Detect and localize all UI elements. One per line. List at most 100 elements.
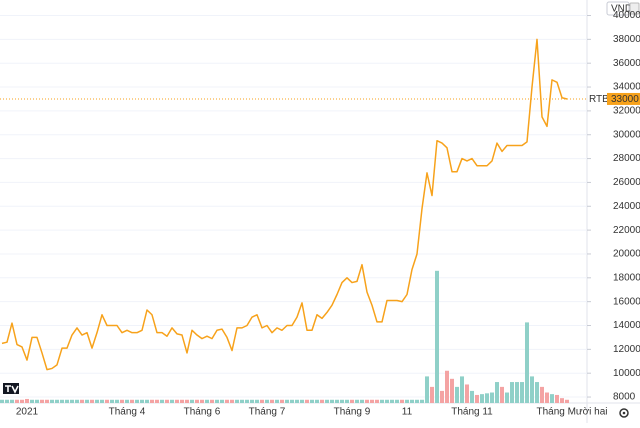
volume-bar	[270, 399, 274, 403]
volume-bar	[370, 399, 374, 403]
volume-bar	[115, 399, 119, 403]
volume-bar	[480, 394, 484, 403]
y-tick-label: 22000	[613, 225, 640, 236]
y-tick-label: 24000	[613, 201, 640, 212]
x-tick-label: 11	[402, 407, 413, 418]
y-tick-label: 28000	[613, 153, 640, 164]
volume-bar	[195, 399, 199, 403]
currency-dropdown[interactable]	[606, 1, 630, 16]
price-line	[1, 38, 568, 371]
y-tick-label: 34000	[613, 82, 640, 93]
currency-label: VND	[611, 4, 632, 15]
tradingview-logo	[3, 383, 19, 394]
volume-bar	[290, 399, 294, 403]
y-tick-label: 38000	[613, 34, 640, 45]
volume-bar	[40, 399, 44, 403]
volume-bar	[395, 399, 399, 403]
volume-bar	[145, 399, 149, 403]
volume-bar	[20, 399, 24, 403]
volume-bar	[340, 399, 344, 403]
volume-bar	[190, 399, 194, 403]
volume-bar	[405, 399, 409, 403]
y-tick-label: 12000	[613, 344, 640, 355]
volume-bar	[320, 399, 324, 403]
volume-bar	[515, 382, 519, 403]
volume-bar	[105, 399, 109, 403]
y-tick-label: 16000	[613, 296, 640, 307]
volume-bar	[100, 399, 104, 403]
volume-bar	[185, 399, 189, 403]
volume-bar	[15, 399, 19, 403]
volume-bar	[520, 382, 524, 403]
volume-bar	[450, 378, 454, 403]
volume-bar	[235, 399, 239, 403]
volume-bar	[545, 392, 549, 403]
volume-bar	[400, 399, 404, 403]
volume-bar	[510, 382, 514, 403]
volume-bar	[325, 399, 329, 403]
y-tick-label: 14000	[613, 320, 640, 331]
volume-bar	[200, 399, 204, 403]
y-tick-label: 8000	[613, 392, 636, 403]
volume-bar	[75, 399, 79, 403]
volume-bar	[355, 399, 359, 403]
volume-bar	[255, 399, 259, 403]
volume-bar	[155, 399, 159, 403]
volume-bar	[65, 399, 69, 403]
gear-icon[interactable]	[619, 408, 629, 418]
volume-bar	[435, 270, 439, 403]
volume-bar	[430, 386, 434, 403]
volume-bar	[275, 399, 279, 403]
volume-bar	[60, 399, 64, 403]
volume-bar	[555, 394, 559, 403]
volume-bar	[170, 399, 174, 403]
volume-bar	[540, 386, 544, 403]
volume-bar	[345, 399, 349, 403]
volume-bar	[350, 399, 354, 403]
volume-bar	[70, 399, 74, 403]
volume-bar	[180, 399, 184, 403]
settings-icon[interactable]	[629, 2, 640, 15]
volume-bar	[150, 399, 154, 403]
volume-bar	[220, 399, 224, 403]
volume-bar	[230, 399, 234, 403]
last-price-tag	[607, 92, 640, 105]
volume-bar	[55, 399, 59, 403]
volume-bar	[215, 399, 219, 403]
volume-bar	[5, 399, 9, 403]
volume-bar	[565, 399, 569, 403]
volume-bar	[475, 394, 479, 403]
volume-bar	[250, 399, 254, 403]
volume-bar	[260, 399, 264, 403]
volume-bar	[380, 399, 384, 403]
x-tick-label: 2021	[16, 407, 39, 418]
symbol-label: RTB	[589, 94, 609, 105]
volume-bar	[505, 392, 509, 403]
y-tick-label: 36000	[613, 58, 640, 69]
y-tick-label: 32000	[613, 106, 640, 117]
volume-bar	[205, 399, 209, 403]
volume-bar	[125, 399, 129, 403]
volume-bar	[315, 399, 319, 403]
volume-bar	[550, 394, 554, 403]
y-tick-label: 18000	[613, 272, 640, 283]
x-tick-label: Tháng 7	[249, 407, 286, 418]
volume-bar	[300, 399, 304, 403]
volume-bar	[135, 399, 139, 403]
volume-bar	[90, 399, 94, 403]
y-tick-label: 30000	[613, 129, 640, 140]
volume-bar	[210, 399, 214, 403]
volume-bar	[130, 399, 134, 403]
volume-bar	[295, 399, 299, 403]
volume-bar	[500, 386, 504, 403]
volume-bar	[240, 399, 244, 403]
volume-bar	[335, 399, 339, 403]
volume-bar	[175, 399, 179, 403]
volume-bar	[50, 399, 54, 403]
y-tick-label: 10000	[613, 368, 640, 379]
volume-bar	[455, 386, 459, 403]
volume-bar	[330, 399, 334, 403]
volume-bar	[265, 399, 269, 403]
volume-bar	[365, 399, 369, 403]
